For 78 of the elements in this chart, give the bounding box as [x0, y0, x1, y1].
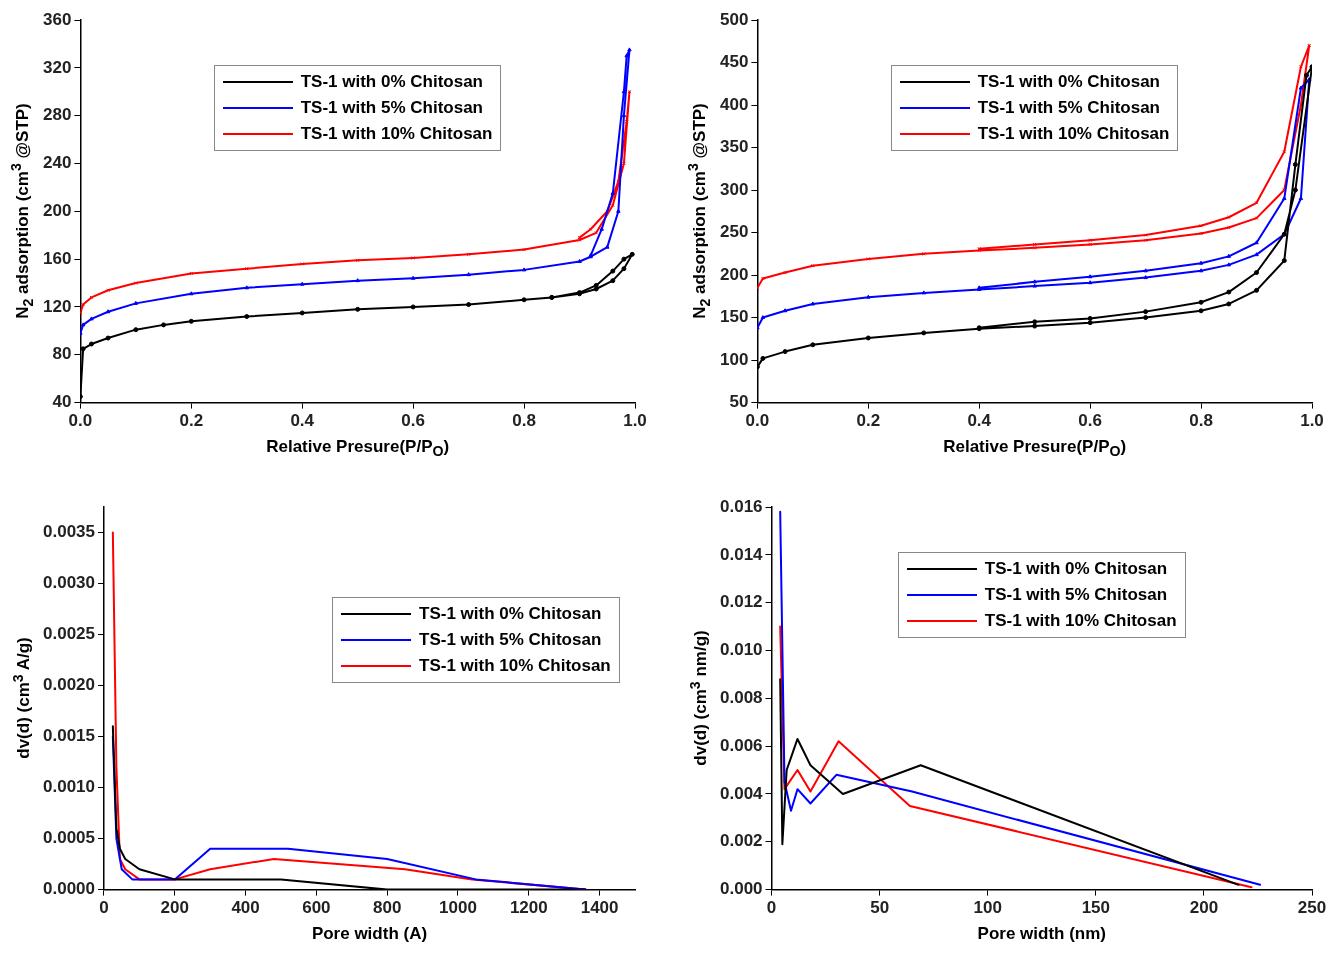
x-tick-label: 200	[1189, 898, 1219, 918]
y-tick-label: 80	[52, 344, 72, 364]
y-tick-label: 0.0015	[43, 726, 95, 746]
x-tick-label: 0	[99, 898, 109, 918]
legend-label: TS-1 with 0% Chitosan	[419, 604, 602, 624]
y-tick-label: 200	[42, 200, 72, 220]
x-tick-label: 1200	[509, 898, 548, 918]
x-tick-label: 250	[1297, 898, 1327, 918]
y-tick-label: 0.0005	[43, 828, 95, 848]
y-tick-label: 450	[719, 52, 749, 72]
y-tick-label: 0.0025	[43, 624, 95, 644]
x-tick-label: 0.2	[856, 411, 881, 431]
y-tick-label: 240	[42, 153, 72, 173]
legend-label: TS-1 with 0% Chitosan	[984, 559, 1168, 579]
y-tick-label: 0.012	[719, 592, 763, 612]
legend-label: TS-1 with 0% Chitosan	[977, 72, 1160, 92]
y-tick-label: 250	[719, 222, 749, 242]
y-tick-label: 0.0000	[43, 879, 95, 899]
legend-label: TS-1 with 10% Chitosan	[984, 611, 1177, 631]
x-axis-title: Pore width (A)	[311, 924, 428, 944]
y-tick-label: 0.002	[719, 831, 763, 851]
legend-label: TS-1 with 5% Chitosan	[977, 98, 1160, 118]
y-tick-label: 0.014	[719, 544, 764, 564]
x-tick-label: 200	[160, 898, 189, 918]
x-tick-label: 0	[766, 898, 777, 918]
y-tick-label: 350	[719, 137, 749, 157]
x-tick-label: 100	[973, 898, 1002, 918]
y-tick-label: 400	[719, 94, 749, 114]
x-tick-label: 150	[1081, 898, 1110, 918]
y-tick-label: 0.0030	[43, 573, 95, 593]
x-tick-label: 1.0	[1300, 411, 1324, 431]
y-tick-label: 320	[42, 57, 72, 77]
legend-label: TS-1 with 10% Chitosan	[300, 124, 493, 144]
y-tick-label: 0.010	[719, 640, 763, 660]
y-tick-label: 100	[719, 349, 749, 369]
x-tick-label: 400	[231, 898, 260, 918]
x-tick-label: 0.2	[179, 411, 204, 431]
legend-label: TS-1 with 5% Chitosan	[300, 98, 483, 118]
y-tick-label: 0.008	[719, 687, 763, 707]
x-tick-label: 0.4	[967, 411, 992, 431]
y-tick-label: 280	[42, 105, 72, 125]
y-tick-label: 50	[729, 392, 749, 412]
x-axis-title: Relative Presure(P/P$_{O}$)	[266, 437, 450, 460]
y-tick-label: 120	[42, 296, 72, 316]
x-tick-label: 1.0	[623, 411, 647, 431]
x-tick-label: 0.0	[68, 411, 93, 431]
x-tick-label: 0.0	[745, 411, 770, 431]
legend-label: TS-1 with 10% Chitosan	[419, 656, 611, 676]
y-tick-label: 160	[42, 248, 72, 268]
x-axis-title: Relative Presure(P/P$_{O}$)	[943, 437, 1127, 460]
x-tick-label: 1400	[580, 898, 619, 918]
x-tick-label: 800	[373, 898, 402, 918]
y-tick-label: 500	[719, 9, 749, 29]
y-tick-label: 40	[52, 392, 72, 412]
x-tick-label: 0.6	[401, 411, 425, 431]
legend-label: TS-1 with 5% Chitosan	[419, 630, 602, 650]
y-tick-label: 150	[719, 307, 749, 327]
x-tick-label: 0.8	[512, 411, 536, 431]
x-tick-label: 0.4	[290, 411, 315, 431]
y-tick-label: 300	[719, 179, 749, 199]
x-tick-label: 0.8	[1189, 411, 1213, 431]
y-tick-label: 0.006	[719, 735, 763, 755]
legend-label: TS-1 with 5% Chitosan	[984, 585, 1168, 605]
y-tick-label: 0.016	[719, 496, 763, 516]
x-tick-label: 50	[870, 898, 890, 918]
y-tick-label: 0.0010	[43, 777, 95, 797]
x-tick-label: 600	[302, 898, 331, 918]
y-tick-label: 0.0020	[43, 675, 95, 695]
y-tick-label: 200	[719, 264, 749, 284]
y-tick-label: 0.000	[719, 879, 763, 899]
legend-label: TS-1 with 0% Chitosan	[300, 72, 483, 92]
x-tick-label: 0.6	[1078, 411, 1102, 431]
x-tick-label: 1000	[439, 898, 477, 918]
x-axis-title: Pore width (nm)	[977, 924, 1106, 944]
y-tick-label: 360	[42, 9, 72, 29]
y-tick-label: 0.0035	[43, 522, 95, 542]
y-tick-label: 0.004	[719, 783, 764, 803]
legend-label: TS-1 with 10% Chitosan	[977, 124, 1170, 144]
